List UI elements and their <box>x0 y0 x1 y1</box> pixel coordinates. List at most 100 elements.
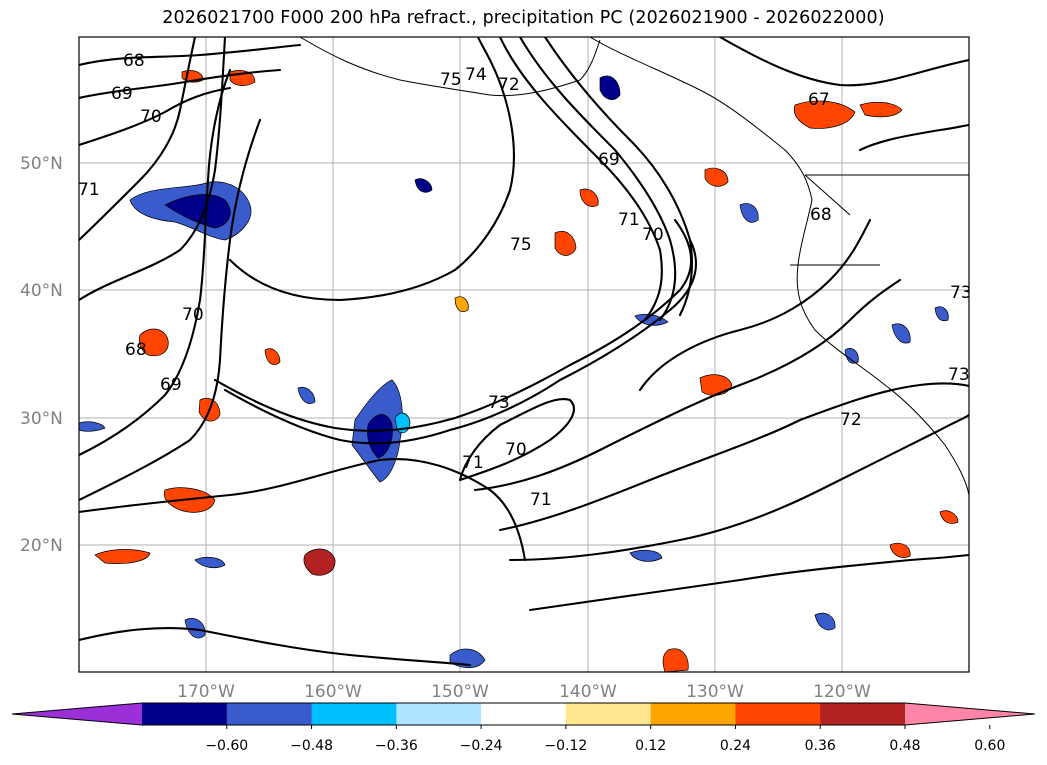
contour-label: 68 <box>125 340 147 360</box>
colorbar-tick-label: −0.60 <box>205 738 248 754</box>
precip-positive-region <box>138 328 169 357</box>
colorbar-bin <box>311 703 397 725</box>
precip-positive-region <box>303 548 336 576</box>
contour-label: 72 <box>498 75 520 95</box>
contour-label: 69 <box>160 375 182 395</box>
refractivity-contours <box>79 37 969 667</box>
contour-label: 72 <box>840 410 862 430</box>
contour-label: 70 <box>140 107 162 127</box>
longitude-labels: 170°W 160°W 150°W 140°W 130°W 120°W <box>177 682 871 702</box>
contour-label: 75 <box>510 235 532 255</box>
contour-label: 70 <box>642 225 664 245</box>
contour-label: 71 <box>530 490 552 510</box>
precip-positive-region <box>889 542 911 558</box>
precip-negative-core <box>164 194 231 229</box>
contour-line <box>213 218 693 432</box>
lon-label-140w: 140°W <box>559 682 617 702</box>
lon-label-130w: 130°W <box>686 682 744 702</box>
colorbar-tick-label: −0.48 <box>290 738 333 754</box>
borders <box>790 174 969 266</box>
precip-positive-region <box>662 648 689 672</box>
lat-label-40n: 40°N <box>20 281 63 301</box>
colorbar-bin <box>735 703 821 725</box>
precip-negative-region <box>844 348 859 364</box>
precip-negative-region <box>414 178 433 193</box>
colorbar-bin <box>565 703 652 725</box>
colorbar-bin <box>396 703 482 725</box>
contour-label: 71 <box>462 453 484 473</box>
precipitation-field <box>79 70 959 672</box>
contour-line <box>79 37 197 242</box>
contour-label: 75 <box>440 70 462 90</box>
precip-negative-region <box>891 323 911 344</box>
map-title: 2026021700 F000 200 hPa refract., precip… <box>162 8 885 28</box>
precip-positive-region <box>704 167 729 187</box>
contour-line <box>718 37 969 87</box>
contour-label: 73 <box>950 283 972 303</box>
precip-positive-region <box>94 549 151 564</box>
map-area <box>79 37 969 672</box>
colorbar-extend-min <box>12 703 142 725</box>
contour-line <box>228 37 515 302</box>
contour-label: 73 <box>488 393 510 413</box>
contour-line <box>543 37 693 317</box>
precip-negative-region <box>739 203 759 223</box>
precip-negative-region <box>599 75 621 100</box>
precip-negative-region <box>194 556 226 569</box>
coastline-alaska <box>299 37 601 97</box>
lon-label-160w: 160°W <box>304 682 362 702</box>
precip-positive-region <box>939 510 959 524</box>
precip-negative-region <box>297 386 316 404</box>
latitude-labels: 50°N 40°N 30°N 20°N <box>20 154 63 556</box>
colorbar-tick-label: 0.60 <box>974 738 1005 754</box>
precip-positive-region <box>699 374 733 396</box>
contour-line <box>79 68 232 457</box>
precip-positive-region <box>264 348 281 365</box>
contour-line <box>79 118 262 502</box>
contour-line <box>79 86 232 147</box>
colorbar-tick-label: −0.12 <box>544 738 587 754</box>
precip-negative-region <box>184 618 206 639</box>
colorbar-bin <box>481 703 567 725</box>
colorbar-tick-label: 0.48 <box>889 738 920 754</box>
coastline <box>299 37 969 496</box>
colorbar-tick-label: 0.24 <box>720 738 751 754</box>
contour-label: 68 <box>810 205 832 225</box>
contour-label: 68 <box>123 51 145 71</box>
colorbar-outline <box>11 702 1036 726</box>
contour-line <box>508 413 969 562</box>
colorbar-bin <box>226 703 313 725</box>
precip-negative-region <box>629 549 663 562</box>
colorbar-bin <box>650 703 736 725</box>
contour-label: 70 <box>505 440 527 460</box>
precip-positive-region <box>579 188 599 207</box>
contour-label: 69 <box>598 150 620 170</box>
precip-negative-region <box>814 612 836 631</box>
contour-label: 71 <box>618 210 640 230</box>
lat-label-30n: 30°N <box>20 409 63 429</box>
contour-line <box>458 397 575 482</box>
contour-line <box>858 123 969 152</box>
contour-line <box>638 218 872 392</box>
contour-label: 67 <box>808 90 830 110</box>
contour-label-group: 68 69 70 71 75 74 72 69 71 70 75 70 68 6… <box>79 51 972 510</box>
precip-negative-region <box>934 306 949 322</box>
colorbar: −0.60 −0.48 −0.36 −0.24 −0.12 0.12 0.24 0.36 0.4… <box>11 702 1036 754</box>
gridlines <box>79 37 969 672</box>
contour-line <box>79 626 472 667</box>
colorbar-bin <box>820 703 906 725</box>
colorbar-extend-max <box>905 703 1035 725</box>
lat-label-20n: 20°N <box>20 536 63 556</box>
contour-label: 70 <box>182 305 204 325</box>
colorbar-tick-label: 0.12 <box>635 738 666 754</box>
colorbar-bin <box>142 703 228 725</box>
contour-label: 73 <box>948 365 970 385</box>
precip-positive-region <box>554 231 577 256</box>
contour-label: 74 <box>465 65 487 85</box>
contour-line <box>79 458 527 562</box>
contour-line <box>498 37 663 322</box>
contour-line <box>223 238 697 445</box>
contour-line <box>498 382 969 532</box>
lon-label-120w: 120°W <box>813 682 871 702</box>
